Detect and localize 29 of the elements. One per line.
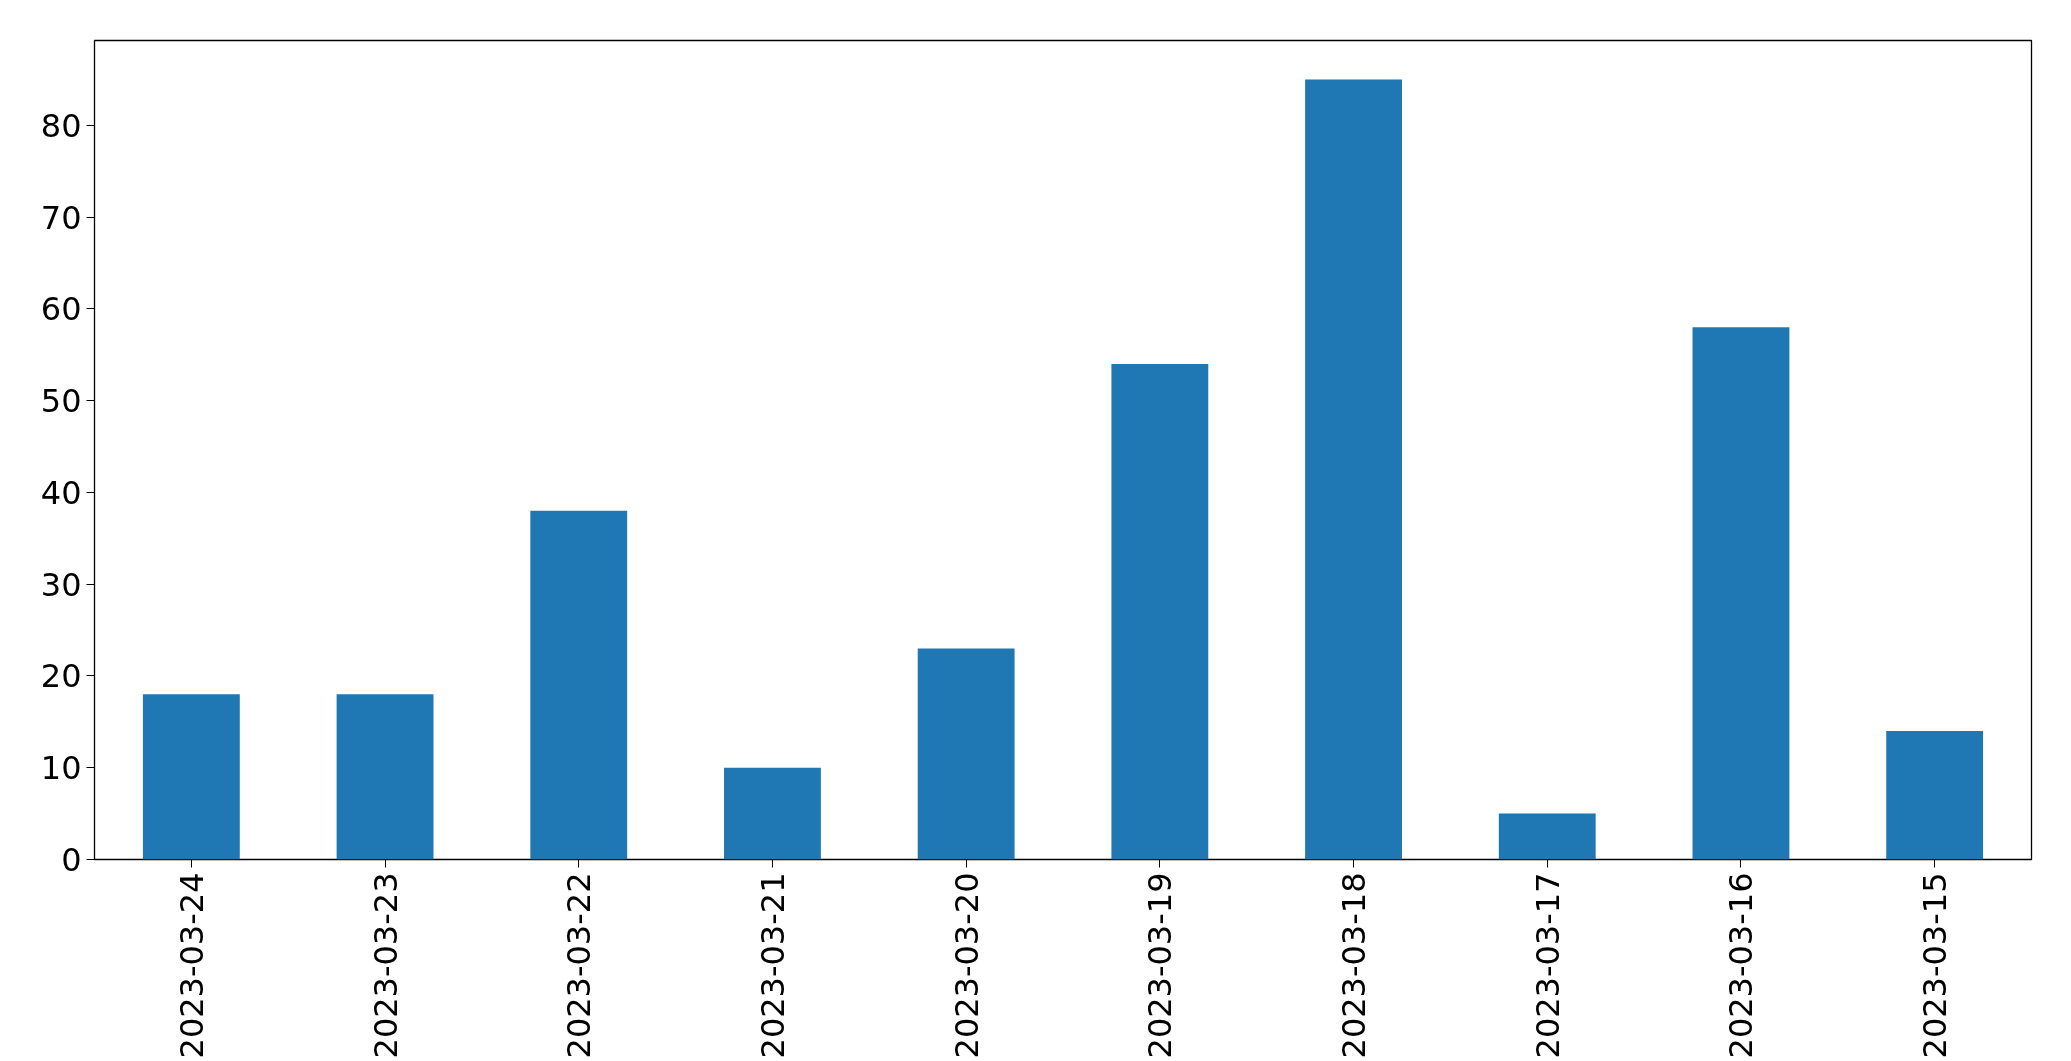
bar [142, 694, 240, 860]
bar [1692, 327, 1790, 860]
y-tick-label: 70 [40, 198, 82, 237]
bar [917, 648, 1015, 860]
y-tick-label: 40 [40, 473, 82, 512]
bar [1886, 731, 1984, 860]
y-tick-label: 20 [40, 657, 82, 696]
y-tick-label: 80 [40, 106, 82, 145]
x-tick-label: 2023-03-22 [560, 872, 599, 1059]
x-tick-label: 2023-03-18 [1335, 872, 1374, 1059]
x-tick-label: 2023-03-15 [1916, 872, 1955, 1059]
x-tick-label: 2023-03-19 [1141, 872, 1180, 1059]
y-tick-label: 50 [40, 382, 82, 421]
y-tick-label: 10 [40, 749, 82, 788]
x-tick-label: 2023-03-21 [753, 872, 792, 1059]
bar [1305, 79, 1402, 860]
bar [1498, 813, 1596, 860]
x-tick-label: 2023-03-16 [1722, 872, 1761, 1059]
bar [724, 767, 821, 860]
x-tick-label: 2023-03-24 [172, 872, 211, 1059]
y-tick-label: 30 [40, 565, 82, 604]
bar [336, 694, 434, 860]
x-tick-label: 2023-03-20 [947, 872, 986, 1059]
y-tick-label: 0 [61, 841, 82, 879]
y-tick-label: 60 [40, 290, 82, 329]
x-tick-label: 2023-03-17 [1528, 872, 1567, 1059]
bar [530, 510, 628, 860]
x-tick-label: 2023-03-23 [366, 872, 405, 1059]
bar [1111, 363, 1209, 860]
